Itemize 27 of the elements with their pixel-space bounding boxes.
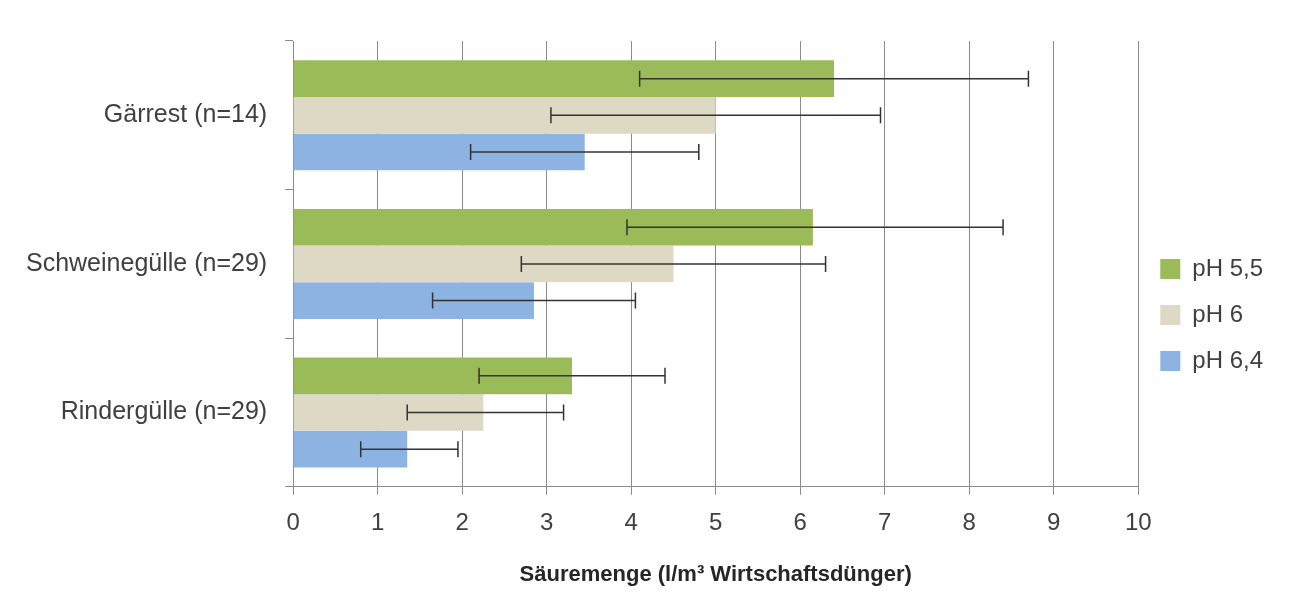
x-tick-label: 4 [624, 507, 638, 535]
bar [293, 430, 408, 468]
x-tick-label: 2 [455, 507, 469, 535]
legend-label: pH 5,5 [1192, 253, 1264, 281]
bar [293, 394, 484, 431]
x-axis-title: Säuremenge (l/m³ Wirtschaftsdünger) [519, 560, 912, 586]
bar [293, 282, 534, 319]
bar [293, 245, 674, 283]
legend-label: pH 6,4 [1192, 345, 1264, 373]
bar [293, 357, 573, 395]
x-tick-label: 7 [878, 507, 892, 535]
y-tick-label: Schweinegülle (n=29) [25, 247, 268, 276]
legend-label: pH 6 [1192, 299, 1243, 327]
bar [293, 96, 716, 134]
x-tick-label: 8 [962, 507, 976, 535]
x-tick-label: 3 [539, 507, 554, 535]
x-tick-label: 1 [370, 507, 385, 535]
x-tick-label: 0 [286, 507, 300, 535]
y-tick-label: Rindergülle (n=29) [60, 396, 268, 425]
x-tick-label: 10 [1124, 507, 1152, 535]
y-tick-label: Gärrest (n=14) [103, 99, 268, 128]
x-tick-label: 9 [1047, 507, 1061, 535]
bar [293, 60, 835, 97]
x-tick-label: 5 [709, 507, 723, 535]
bar [293, 208, 813, 246]
bar [293, 133, 585, 171]
x-tick-label: 6 [793, 507, 807, 535]
